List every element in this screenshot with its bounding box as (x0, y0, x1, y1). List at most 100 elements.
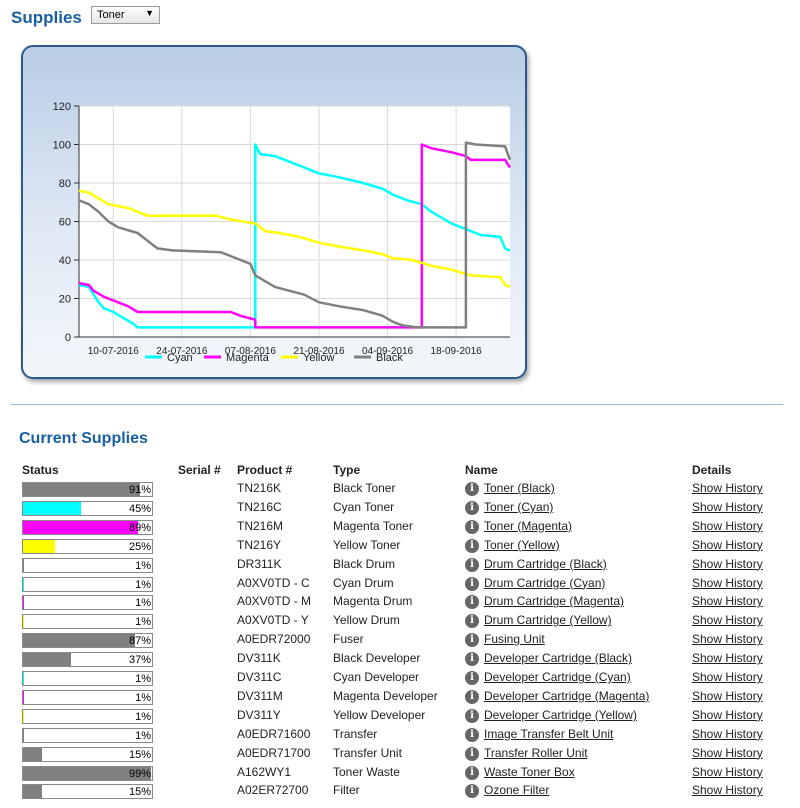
table-row: 45% TN216C Cyan Toner i Toner (Cyan) Show His… (0, 500, 800, 519)
info-icon[interactable]: i (465, 708, 479, 723)
product-number: DR311K (237, 556, 282, 571)
supply-name-link[interactable]: Toner (Cyan) (484, 499, 554, 514)
supply-name-link[interactable]: Developer Cartridge (Yellow) (484, 707, 637, 722)
show-history-link[interactable]: Show History (692, 745, 763, 760)
supply-name-link[interactable]: Toner (Black) (484, 481, 555, 495)
status-percent: 89% (128, 521, 151, 534)
supply-name-link[interactable]: Image Transfer Belt Unit (484, 726, 614, 741)
supply-type: Cyan Developer (333, 670, 420, 684)
show-history-link[interactable]: Show History (692, 613, 763, 628)
product-number: A0EDR72000 (237, 632, 311, 647)
info-icon[interactable]: i (465, 500, 479, 515)
table-row: 91% TN216K Black Toner i Toner (Black) Show H… (0, 481, 800, 500)
info-icon[interactable]: i (465, 784, 479, 799)
show-history-link[interactable]: Show History (692, 594, 763, 609)
status-bar-fill (23, 558, 25, 572)
y-tick-label: 20 (59, 294, 71, 306)
show-history-link[interactable]: Show History (692, 688, 763, 703)
product-number: A02ER72700 (237, 783, 309, 798)
supply-name-link[interactable]: Drum Cartridge (Black) (484, 556, 607, 571)
product-number: DV311K (237, 651, 281, 666)
x-tick-label: 24-07-2016 (156, 346, 208, 357)
table-row: 89% TN216M Magenta Toner i Toner (Magenta) Sh… (0, 519, 800, 538)
show-history-link[interactable]: Show History (692, 783, 763, 798)
info-icon[interactable]: i (465, 765, 479, 780)
status-bar: 87% (22, 633, 153, 649)
supply-name-link[interactable]: Waste Toner Box (484, 764, 575, 779)
supply-type: Black Toner (333, 481, 396, 495)
table-row: 1% DV311M Magenta Developer i Developer Cart… (0, 689, 800, 708)
product-number: A0XV0TD - M (237, 594, 312, 609)
chart-svg: 10-07-2016 24-07-2016 07-08-2016 21-08-2016… (53, 101, 512, 364)
supply-name-link[interactable]: Ozone Filter (484, 783, 550, 798)
status-percent: 1% (135, 597, 151, 610)
supply-name-link[interactable]: Developer Cartridge (Cyan) (484, 670, 631, 684)
status-bar: 1% (22, 595, 153, 611)
x-tick-label: 04-09-2016 (362, 346, 414, 357)
info-icon[interactable]: i (465, 595, 479, 610)
supply-type: Transfer (333, 726, 378, 741)
show-history-link[interactable]: Show History (692, 764, 763, 779)
supply-name-link[interactable]: Fusing Unit (484, 632, 545, 647)
status-percent: 1% (135, 578, 151, 591)
supply-name-link[interactable]: Toner (Magenta) (484, 518, 573, 533)
show-history-link[interactable]: Show History (692, 537, 763, 552)
supply-name-link[interactable]: Toner (Yellow) (484, 537, 560, 552)
status-percent: 1% (135, 673, 151, 685)
info-icon[interactable]: i (465, 557, 479, 572)
supply-type: Black Drum (333, 556, 396, 571)
info-icon[interactable]: i (465, 538, 479, 553)
status-bar-fill (23, 577, 25, 591)
show-history-link[interactable]: Show History (692, 726, 763, 741)
legend-label: Yellow (303, 352, 334, 364)
supply-name-link[interactable]: Developer Cartridge (Black) (484, 651, 633, 666)
status-percent: 45% (128, 502, 151, 515)
supply-name-link[interactable]: Drum Cartridge (Cyan) (484, 575, 606, 590)
info-icon[interactable]: i (465, 576, 479, 591)
info-icon[interactable]: i (465, 482, 479, 496)
info-icon[interactable]: i (465, 689, 479, 704)
supply-name-link[interactable]: Transfer Roller Unit (484, 745, 588, 760)
show-history-link[interactable]: Show History (692, 556, 763, 571)
supply-type: Toner Waste (333, 764, 400, 779)
status-percent: 15% (128, 786, 151, 799)
show-history-link[interactable]: Show History (692, 707, 763, 722)
supply-name-link[interactable]: Drum Cartridge (Magenta) (484, 594, 625, 609)
y-tick-label: 0 (65, 332, 71, 344)
show-history-link[interactable]: Show History (692, 481, 763, 495)
x-tick-label: 07-08-2016 (225, 346, 277, 357)
supply-type: Filter (333, 783, 360, 798)
show-history-link[interactable]: Show History (692, 518, 763, 533)
show-history-link[interactable]: Show History (692, 575, 763, 590)
info-icon[interactable]: i (465, 746, 479, 761)
info-icon[interactable]: i (465, 614, 479, 629)
show-history-link[interactable]: Show History (692, 632, 763, 647)
status-bar-fill (23, 709, 25, 723)
info-icon[interactable]: i (465, 652, 479, 667)
supply-type: Cyan Drum (333, 575, 394, 590)
supply-name-link[interactable]: Drum Cartridge (Yellow) (484, 613, 612, 628)
table-row: 1% DR311K Black Drum i Drum Cartridge (Black… (0, 557, 800, 576)
status-percent: 91% (128, 484, 151, 496)
page-title: Supplies (11, 8, 82, 27)
y-tick-label: 120 (53, 101, 71, 113)
table-row: 1% A0XV0TD - M Magenta Drum i Drum Cartridge… (0, 594, 800, 613)
status-bar: 15% (22, 784, 153, 800)
status-bar: 1% (22, 727, 153, 743)
show-history-link[interactable]: Show History (692, 499, 763, 514)
info-icon[interactable]: i (465, 633, 479, 648)
status-bar: 1% (22, 576, 153, 592)
show-history-link[interactable]: Show History (692, 670, 763, 684)
supply-type-select[interactable]: Toner ▼ (91, 6, 160, 24)
info-icon[interactable]: i (465, 671, 479, 685)
status-column-header: Status (22, 463, 59, 477)
info-icon[interactable]: i (465, 519, 479, 534)
show-history-link[interactable]: Show History (692, 651, 763, 666)
product-number: TN216K (237, 481, 282, 495)
supply-name-link[interactable]: Developer Cartridge (Magenta) (484, 688, 650, 703)
info-icon[interactable]: i (465, 727, 479, 742)
y-tick-label: 40 (59, 255, 71, 267)
supplies-history-chart: 10-07-2016 24-07-2016 07-08-2016 21-08-2016… (21, 45, 527, 379)
table-row: 15% A02ER72700 Filter i Ozone Filter Show His… (0, 783, 800, 802)
status-bar: 1% (22, 557, 153, 573)
